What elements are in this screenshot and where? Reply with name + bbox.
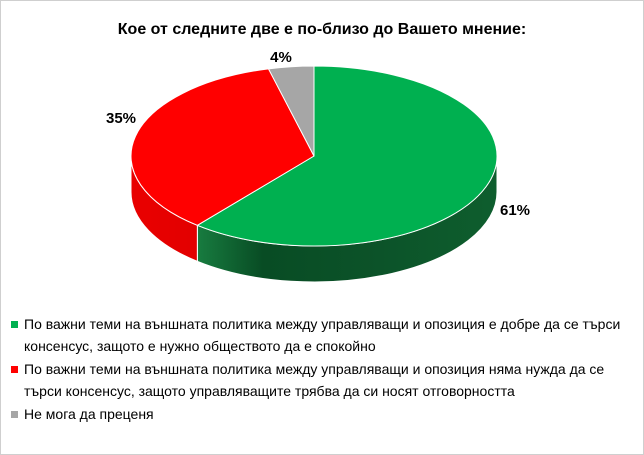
legend-swatch-green-icon bbox=[11, 321, 18, 328]
legend-swatch-gray-icon bbox=[11, 411, 18, 418]
pie-slice bbox=[130, 68, 315, 226]
chart-title: Кое от следните две е по-близо до Вашето… bbox=[117, 21, 527, 38]
legend-swatch-red-icon bbox=[11, 366, 18, 373]
legend-item-red: По важни теми на външната политика между… bbox=[11, 358, 640, 402]
legend-label-green: По важни теми на външната политика между… bbox=[24, 316, 621, 354]
legend-label-red: По важни теми на външната политика между… bbox=[24, 361, 605, 399]
legend: По важни теми на външната политика между… bbox=[11, 313, 640, 425]
legend-item-green: По важни теми на външната политика между… bbox=[11, 313, 640, 357]
pie-percent-label: 4% bbox=[270, 49, 292, 66]
pie-percent-label: 61% bbox=[500, 202, 530, 219]
pie-slice bbox=[267, 65, 315, 157]
pie-slice bbox=[196, 65, 498, 247]
legend-label-gray: Не мога да преценя bbox=[24, 406, 154, 422]
legend-item-gray: Не мога да преценя bbox=[11, 403, 640, 425]
pie-percent-label: 35% bbox=[106, 110, 136, 127]
